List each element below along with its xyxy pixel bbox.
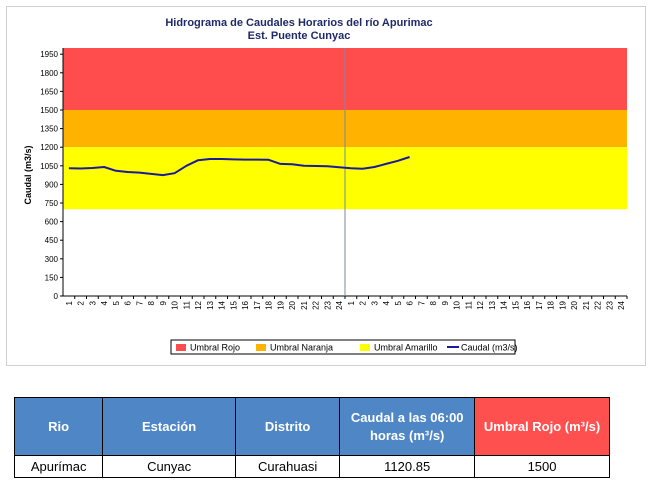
y-tick-label: 300 <box>45 255 59 264</box>
x-tick-label: 17 <box>253 300 262 309</box>
x-tick-label: 20 <box>570 300 579 309</box>
x-tick-label: 9 <box>441 300 450 305</box>
y-tick-label: 1800 <box>40 69 58 78</box>
y-tick-label: 1350 <box>40 125 58 134</box>
legend-swatch <box>360 344 370 351</box>
header-caudal: Caudal a las 06:00 horas (m³/s) <box>339 397 476 456</box>
x-tick-label: 14 <box>218 300 227 309</box>
x-tick-label: 15 <box>511 300 520 309</box>
x-tick-label: 23 <box>605 300 614 309</box>
y-tick-label: 450 <box>45 236 59 245</box>
x-tick-label: 3 <box>88 300 97 305</box>
cell-caudal: 1120.85 <box>339 455 476 478</box>
chart-title: Hidrograma de Caudales Horarios del río … <box>165 17 432 29</box>
x-tick-label: 15 <box>229 300 238 309</box>
x-tick-label: 24 <box>335 300 344 309</box>
x-tick-label: 11 <box>182 300 191 309</box>
y-tick-label: 1200 <box>40 143 58 152</box>
x-tick-label: 7 <box>417 300 426 305</box>
x-tick-label: 4 <box>382 300 391 305</box>
x-tick-label: 5 <box>112 300 121 305</box>
x-tick-label: 19 <box>276 300 285 309</box>
table-header-row: Rio Estación Distrito Caudal a las 06:00… <box>13 397 610 456</box>
x-tick-label: 18 <box>547 300 556 309</box>
x-tick-label: 13 <box>488 300 497 309</box>
x-tick-label: 1 <box>65 300 74 305</box>
y-tick-label: 600 <box>45 218 59 227</box>
chart-subtitle: Est. Puente Cunyac <box>248 30 351 42</box>
x-tick-label: 2 <box>77 300 86 305</box>
x-tick-label: 22 <box>594 300 603 309</box>
x-tick-label: 17 <box>535 300 544 309</box>
x-tick-label: 16 <box>241 300 250 309</box>
station-table: Rio Estación Distrito Caudal a las 06:00… <box>13 397 610 478</box>
x-tick-label: 9 <box>159 300 168 305</box>
x-tick-label: 18 <box>265 300 274 309</box>
x-tick-label: 14 <box>500 300 509 309</box>
cell-distrito: Curahuasi <box>234 455 341 478</box>
x-tick-label: 12 <box>476 300 485 309</box>
y-tick-label: 750 <box>45 199 59 208</box>
x-tick-label: 6 <box>124 300 133 305</box>
x-tick-label: 8 <box>147 300 156 305</box>
cell-umbral-rojo: 1500 <box>474 455 610 478</box>
x-tick-label: 24 <box>617 300 626 309</box>
header-distrito: Distrito <box>234 397 341 456</box>
legend-swatch <box>176 344 186 351</box>
y-axis-label: Caudal (m3/s) <box>23 145 33 204</box>
x-tick-label: 21 <box>300 300 309 309</box>
x-tick-label: 4 <box>100 300 109 305</box>
legend-entry-label: Umbral Rojo <box>190 343 240 353</box>
chart-frame: Hidrograma de Caudales Horarios del río … <box>6 6 646 366</box>
x-tick-label: 11 <box>464 300 473 309</box>
header-rio: Rio <box>13 397 104 456</box>
x-tick-label: 21 <box>582 300 591 309</box>
series-line-caudal <box>68 156 410 177</box>
x-tick-label: 20 <box>288 300 297 309</box>
x-tick-label: 10 <box>453 300 462 309</box>
legend-entry-label: Caudal (m3/s) <box>461 343 518 353</box>
x-tick-label: 8 <box>429 300 438 305</box>
x-tick-label: 23 <box>323 300 332 309</box>
header-umbral-rojo: Umbral Rojo (m³/s) <box>474 397 610 456</box>
x-tick-label: 16 <box>523 300 532 309</box>
y-tick-label: 1950 <box>40 50 58 59</box>
y-tick-label: 1500 <box>40 106 58 115</box>
x-tick-label: 1 <box>347 300 356 305</box>
y-tick-label: 0 <box>54 292 59 301</box>
legend-entry-label: Umbral Amarillo <box>374 343 438 353</box>
x-tick-label: 5 <box>394 300 403 305</box>
y-tick-label: 900 <box>45 180 59 189</box>
x-tick-label: 19 <box>558 300 567 309</box>
x-tick-label: 7 <box>135 300 144 305</box>
y-tick-label: 1650 <box>40 87 58 96</box>
cell-estacion: Cunyac <box>102 455 236 478</box>
table-row: Apurímac Cunyac Curahuasi 1120.85 1500 <box>13 455 610 478</box>
y-tick-label: 1050 <box>40 162 58 171</box>
x-tick-label: 12 <box>194 300 203 309</box>
hydrograph-chart: Hidrograma de Caudales Horarios del río … <box>23 17 628 355</box>
y-tick-label: 150 <box>45 273 59 282</box>
x-tick-label: 22 <box>312 300 321 309</box>
x-tick-label: 3 <box>370 300 379 305</box>
x-tick-label: 2 <box>359 300 368 305</box>
x-tick-label: 13 <box>206 300 215 309</box>
legend-swatch <box>256 344 266 351</box>
header-estacion: Estación <box>102 397 236 456</box>
x-tick-label: 6 <box>406 300 415 305</box>
legend-entry-label: Umbral Naranja <box>270 343 333 353</box>
x-tick-label: 10 <box>171 300 180 309</box>
cell-rio: Apurímac <box>13 455 104 478</box>
